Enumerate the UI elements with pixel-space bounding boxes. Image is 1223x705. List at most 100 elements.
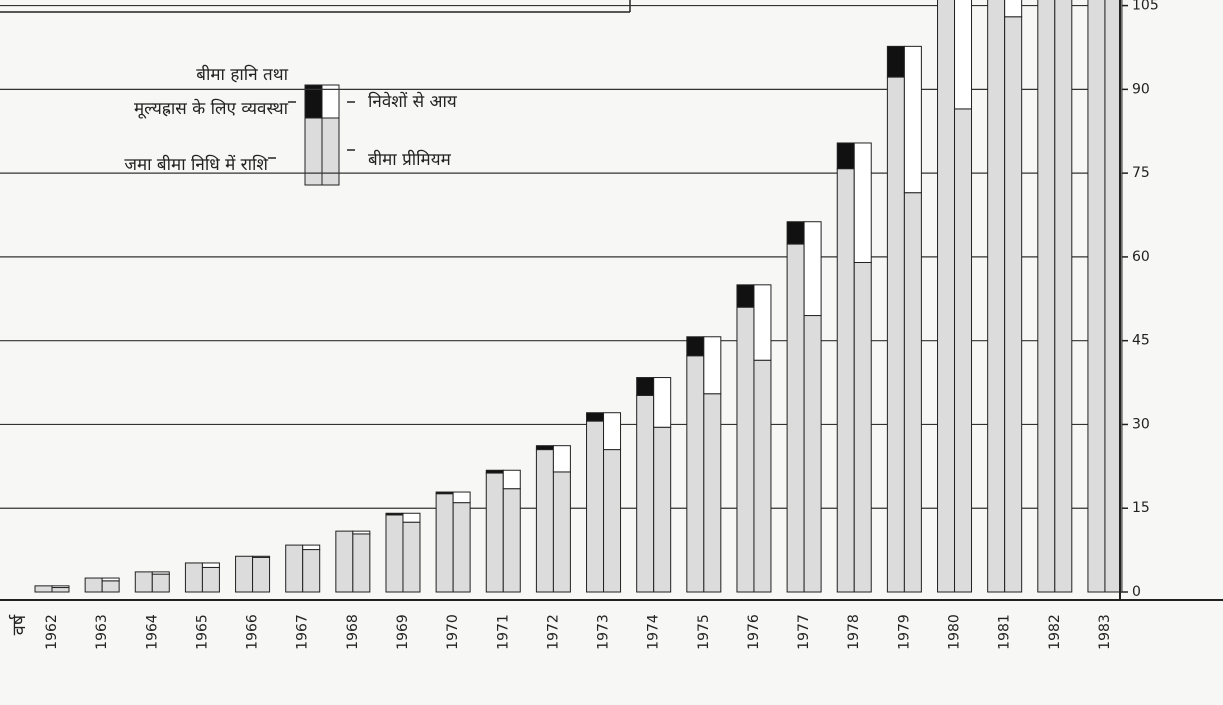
- bar-segment: [485, 469, 504, 474]
- bar-segment: [302, 544, 321, 551]
- bar-segment: [653, 377, 672, 428]
- legend-label: बीमा प्रीमियम: [368, 150, 451, 170]
- bar-segment: [736, 306, 755, 593]
- bar-segment: [786, 243, 805, 593]
- bar-segment: [402, 512, 421, 523]
- bar-segment: [485, 472, 504, 593]
- x-tick-label: 1983: [1097, 614, 1113, 650]
- bar-segment: [753, 284, 772, 361]
- x-tick-label: 1981: [997, 614, 1013, 650]
- legend-label: बीमा हानि तथा मूल्यह्रास के लिए व्यवस्था: [134, 65, 288, 119]
- x-tick-label: 1982: [1047, 614, 1063, 650]
- bar-segment: [836, 168, 855, 593]
- x-tick-label: 1967: [295, 614, 311, 650]
- bar-segment: [402, 521, 421, 593]
- bar-segment: [452, 502, 471, 593]
- x-tick-label: 1965: [194, 614, 210, 650]
- bar-segment: [636, 394, 655, 593]
- bar-segment: [853, 261, 872, 593]
- bar-segment: [686, 336, 705, 357]
- x-tick-label: 1966: [245, 614, 261, 650]
- bar-segment: [285, 544, 304, 593]
- bar-segment: [753, 359, 772, 593]
- x-tick-label: 1963: [94, 614, 110, 650]
- bar-segment: [803, 315, 822, 593]
- bar-segment: [252, 555, 271, 558]
- x-tick-label: 1974: [646, 614, 662, 650]
- bar-segment: [903, 45, 922, 194]
- bar-segment: [686, 355, 705, 593]
- legend-label: जमा बीमा निधि में राशि: [124, 155, 268, 175]
- x-tick-label: 1968: [345, 614, 361, 650]
- bar-segment: [552, 471, 571, 593]
- bar-segment: [151, 573, 170, 593]
- x-tick-label: 1972: [545, 614, 561, 650]
- x-tick-label: 1976: [746, 614, 762, 650]
- bar-segment: [302, 549, 321, 593]
- y-tick-label: 75: [1132, 165, 1150, 181]
- y-tick-label: 90: [1132, 81, 1150, 97]
- bar-segment: [101, 577, 120, 582]
- bar-segment: [937, 0, 956, 593]
- bar-segment: [1037, 0, 1056, 593]
- bar-segment: [803, 221, 822, 317]
- bar-segment: [535, 449, 554, 593]
- y-tick-label: 60: [1132, 249, 1150, 265]
- y-tick-label: 0: [1132, 584, 1141, 600]
- legend: [268, 84, 355, 186]
- bar-segment: [385, 512, 404, 516]
- bar-segment: [736, 284, 755, 308]
- bar-segment: [201, 566, 220, 593]
- bar-segment: [502, 488, 521, 593]
- bar-segment: [653, 426, 672, 593]
- bar-segment: [703, 336, 722, 395]
- bar-segment: [1004, 0, 1023, 18]
- bar-segment: [352, 530, 371, 535]
- bar-segment: [1087, 0, 1106, 593]
- bar-segment: [452, 491, 471, 504]
- bar-segment: [51, 587, 70, 593]
- bar-segment: [853, 142, 872, 263]
- bar-segment: [101, 580, 120, 593]
- bar-segment: [786, 221, 805, 245]
- bar-segment: [252, 556, 271, 593]
- x-axis-label: वर्ष: [8, 614, 30, 635]
- bar-segment: [987, 0, 1006, 593]
- bar-segment: [1004, 16, 1023, 593]
- bar-segment: [586, 420, 605, 593]
- bar-segment: [886, 76, 905, 593]
- bar-segment: [954, 0, 973, 110]
- bar-segment: [552, 445, 571, 473]
- bar-segment: [836, 142, 855, 170]
- bar-segment: [903, 192, 922, 593]
- x-tick-label: 1971: [495, 614, 511, 650]
- y-tick-label: 15: [1132, 500, 1150, 516]
- bar-segment: [352, 533, 371, 593]
- bar-segment: [34, 585, 53, 593]
- bar-segment: [184, 562, 203, 593]
- bar-segment: [1104, 0, 1123, 593]
- bar-segment: [201, 562, 220, 568]
- x-tick-label: 1964: [144, 614, 160, 650]
- bar-segment: [535, 445, 554, 451]
- x-tick-label: 1980: [947, 614, 963, 650]
- legend-swatch: [321, 117, 340, 186]
- y-tick-label: 105: [1132, 0, 1159, 14]
- x-tick-label: 1975: [696, 614, 712, 650]
- bar-segment: [84, 577, 103, 593]
- bar-segment: [886, 45, 905, 78]
- x-tick-label: 1969: [395, 614, 411, 650]
- y-tick-label: 45: [1132, 333, 1150, 349]
- bar-segment: [385, 514, 404, 593]
- bar-segment: [235, 555, 254, 593]
- legend-swatch: [321, 84, 340, 119]
- y-tick-label: 30: [1132, 416, 1150, 432]
- bar-segment: [134, 571, 153, 593]
- bar-segment: [335, 530, 354, 593]
- x-tick-label: 1978: [846, 614, 862, 650]
- bar-segment: [636, 377, 655, 396]
- bar-segment: [1054, 0, 1073, 593]
- bar-segment: [51, 585, 70, 589]
